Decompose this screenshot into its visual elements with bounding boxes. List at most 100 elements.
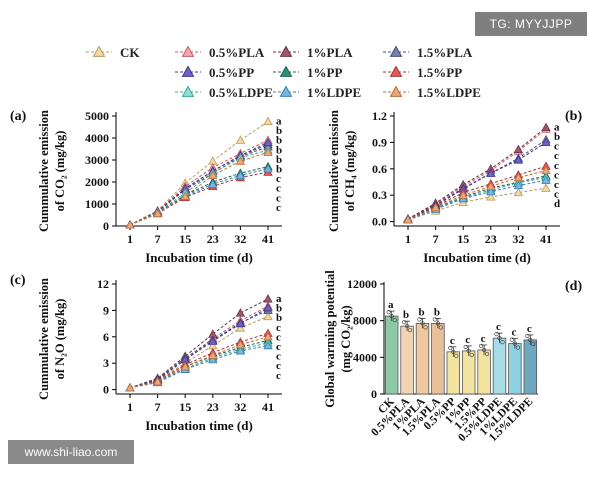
significance-letter: c — [554, 141, 559, 153]
point-pla1 — [541, 122, 551, 132]
panel-d-gwp-chart: 04000800012000aCKb0.5%PLAb1%PLAb1.5%PLAc… — [323, 270, 582, 444]
bar-8 — [492, 337, 507, 395]
legend-label-pp15: 1.5%PP — [417, 65, 462, 80]
point-ldpe1 — [235, 170, 246, 180]
legend-label-pla15: 1.5%PLA — [417, 45, 473, 60]
series-line-ck — [129, 316, 269, 389]
y-tick-label: 0 — [103, 383, 109, 397]
series-line-pp15 — [407, 165, 547, 221]
replicate-point — [515, 345, 521, 350]
series-line-pla15 — [129, 309, 269, 389]
watermark-bottom: www.shi-liao.com — [8, 440, 134, 464]
replicate-point — [392, 317, 397, 323]
x-axis-label: Incubation time (d) — [423, 250, 531, 265]
series-line-pla1 — [129, 298, 269, 389]
replicate-point — [405, 324, 410, 329]
replicate-point — [448, 345, 453, 350]
series-line-pla1 — [407, 127, 547, 220]
legend-marker-ldpe15 — [389, 85, 403, 97]
y-tick-label: 3000 — [85, 153, 109, 167]
y-tick-label: 8000 — [353, 314, 377, 328]
point-ldpe15 — [152, 208, 163, 218]
point-pla1 — [235, 308, 246, 317]
y-tick-label: 12 — [97, 277, 109, 291]
y-axis-label-line2: (mg CO₂/kg) — [339, 305, 353, 372]
point-ldpe15 — [152, 376, 163, 386]
series-line-ldpe05 — [407, 177, 547, 221]
point-ldpe15 — [458, 190, 468, 199]
y-axis-label-line1: Cummulative emission — [37, 110, 51, 232]
replicate-point — [432, 317, 438, 322]
series-line-pp15 — [129, 171, 269, 226]
series-line-pp05 — [407, 141, 547, 220]
y-axis-label-line2: of CO₂ (mg/kg) — [53, 131, 67, 212]
replicate-point — [497, 335, 502, 341]
replicate-point — [528, 337, 533, 343]
significance-letter: a — [276, 293, 282, 305]
bar-9 — [508, 343, 522, 395]
x-tick-label: 23 — [207, 232, 219, 246]
point-pp05 — [541, 137, 551, 147]
legend-label-ldpe1: 1%LDPE — [307, 85, 361, 100]
point-ldpe1 — [263, 340, 273, 350]
x-tick-label: 7 — [433, 232, 439, 246]
significance-letter: c — [554, 160, 559, 172]
significance-letter: c — [554, 150, 559, 162]
replicate-point — [485, 351, 490, 357]
significance-letter: c — [276, 322, 281, 334]
replicate-point — [512, 341, 518, 346]
legend-marker-pp05 — [181, 65, 195, 77]
significance-letter: c — [276, 192, 281, 204]
significance-letter: c — [276, 370, 281, 382]
replicate-point — [454, 353, 459, 358]
replicate-point — [408, 328, 413, 333]
replicate-point — [423, 325, 428, 330]
y-tick-label: 4000 — [85, 131, 109, 145]
y-axis-label-line1: Global warming potential — [323, 270, 337, 408]
series-line-ldpe15 — [407, 170, 547, 221]
replicate-point — [438, 325, 444, 330]
significance-letter: c — [276, 331, 281, 343]
replicate-point — [482, 347, 487, 353]
point-ldpe1 — [486, 186, 496, 196]
significance-letter: b — [276, 135, 282, 147]
y-tick-label: 9 — [103, 303, 109, 317]
series-line-pla05 — [129, 305, 269, 389]
point-ldpe15 — [263, 331, 273, 341]
significance-letter: b — [418, 306, 424, 318]
y-tick-label: 0 — [103, 219, 109, 233]
significance-letter: c — [496, 321, 501, 333]
x-tick-label: 15 — [179, 400, 191, 414]
y-tick-label: 0.0 — [372, 215, 387, 229]
y-tick-label: 3 — [103, 356, 109, 370]
replicate-point — [417, 317, 422, 322]
point-pp05 — [486, 168, 496, 177]
point-ck — [235, 323, 246, 332]
point-ldpe15 — [180, 361, 190, 371]
significance-letter: b — [554, 131, 560, 143]
series-line-ldpe15 — [129, 151, 269, 226]
significance-letter: b — [276, 312, 282, 324]
replicate-point — [525, 333, 530, 339]
legend: CK 0.5%PLA 1%PLA 1.5%PLA 0.5%PP 1%PP 1.5%PP 0.5… — [86, 45, 481, 100]
legend-marker-pp1 — [279, 65, 293, 77]
series-line-ldpe1 — [129, 168, 269, 226]
bar-2 — [400, 325, 414, 395]
point-ldpe15 — [486, 181, 496, 191]
point-ck — [263, 311, 273, 321]
point-ldpe15 — [125, 383, 135, 392]
point-ldpe15 — [430, 202, 441, 212]
panel-label: (a) — [10, 109, 27, 124]
x-tick-label: 1 — [127, 400, 133, 414]
point-ldpe15 — [403, 215, 413, 224]
series-line-pla15 — [407, 139, 547, 220]
series-line-ck — [407, 187, 547, 221]
series-line-pp05 — [129, 307, 269, 389]
point-ldpe15 — [235, 156, 246, 165]
replicate-point — [531, 341, 536, 347]
y-tick-label: 0.3 — [372, 188, 387, 202]
significance-letter: c — [511, 327, 516, 339]
y-tick-label: 6 — [103, 330, 109, 344]
replicate-point — [463, 344, 468, 350]
